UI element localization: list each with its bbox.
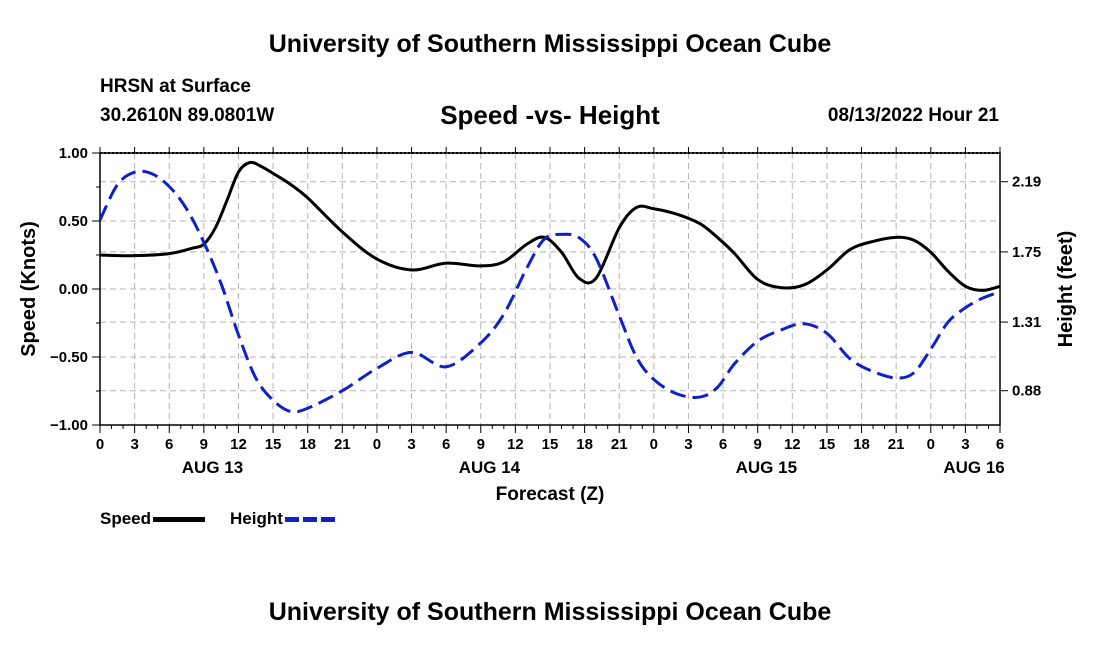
y2-tick-label: 1.75 <box>1012 244 1041 261</box>
date-label: AUG 13 <box>182 458 243 477</box>
y2-tick-label: 2.19 <box>1012 174 1041 191</box>
x-tick-label: 3 <box>130 436 138 453</box>
date-label: AUG 14 <box>459 458 521 477</box>
x-tick-label: 12 <box>230 436 247 453</box>
x-tick-label: 3 <box>961 436 969 453</box>
legend-height-label: Height <box>230 509 283 528</box>
legend-height: Height <box>230 509 337 529</box>
x-tick-label: 9 <box>200 436 208 453</box>
x-tick-label: 0 <box>650 436 658 453</box>
x-tick-label: 6 <box>719 436 727 453</box>
x-tick-label: 15 <box>819 436 836 453</box>
coordinates-label: 30.2610N 89.0801W <box>100 105 275 126</box>
x-tick-label: 18 <box>853 436 870 453</box>
legend-height-swatch <box>284 517 337 523</box>
x-tick-label: 21 <box>888 436 905 453</box>
speed-series-line <box>99 160 1001 292</box>
y-tick-label: 0.00 <box>59 281 88 298</box>
x-tick-label: 9 <box>754 436 762 453</box>
y2-tick-label: 1.31 <box>1012 314 1041 331</box>
legend-speed: Speed <box>100 509 206 529</box>
x-tick-label: 6 <box>165 436 173 453</box>
y2-axis-title: Height (feet) <box>1055 231 1077 348</box>
y-tick-label: 1.00 <box>59 145 88 162</box>
x-tick-label: 18 <box>576 436 593 453</box>
x-tick-label: 12 <box>507 436 524 453</box>
forecast-datetime: 08/13/2022 Hour 21 <box>827 105 999 126</box>
y2-tick-label: 0.88 <box>1012 383 1041 400</box>
x-tick-label: 18 <box>299 436 316 453</box>
x-tick-label: 3 <box>407 436 415 453</box>
x-axis-title: Forecast (Z) <box>496 484 605 505</box>
speed-height-chart: 0 3 6 9 12 15 18 21 0 3 6 9 12 15 18 21 0 3 6 9 12 15 18 21 0 3 6 −… <box>18 145 1077 505</box>
date-label: AUG 16 <box>943 458 1004 477</box>
x-tick-label: 9 <box>477 436 485 453</box>
x-tick-label: 0 <box>373 436 381 453</box>
station-label: HRSN at Surface <box>100 76 251 97</box>
page-title: University of Southern Mississippi Ocean… <box>268 30 832 58</box>
y-axis-title: Speed (Knots) <box>18 221 40 357</box>
x-tick-label: 6 <box>442 436 450 453</box>
x-tick-label: 6 <box>996 436 1004 453</box>
x-tick-label: 21 <box>611 436 628 453</box>
chart-subtitle: Speed -vs- Height <box>440 100 660 130</box>
x-tick-label: 15 <box>542 436 559 453</box>
legend-speed-label: Speed <box>100 509 152 528</box>
x-tick-label: 0 <box>96 436 104 453</box>
page-title-bottom: University of Southern Mississippi Ocean… <box>268 598 832 626</box>
height-series-line <box>98 169 1001 414</box>
x-tick-label: 0 <box>927 436 935 453</box>
date-label: AUG 15 <box>736 458 797 477</box>
y-tick-label: 0.50 <box>59 213 88 230</box>
y-tick-label: −0.50 <box>50 349 88 366</box>
legend-speed-swatch <box>153 517 206 523</box>
y-tick-label: −1.00 <box>50 417 88 434</box>
x-tick-label: 15 <box>265 436 282 453</box>
x-tick-label: 3 <box>684 436 692 453</box>
x-tick-label: 21 <box>334 436 351 453</box>
x-tick-label: 12 <box>784 436 801 453</box>
